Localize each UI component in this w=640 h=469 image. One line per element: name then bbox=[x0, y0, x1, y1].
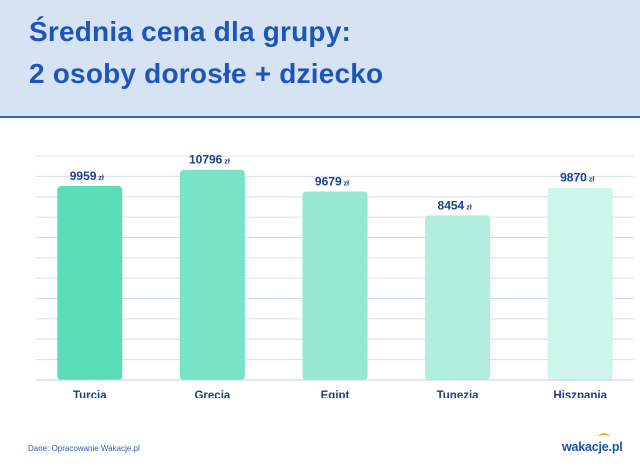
category-label: Hiszpania bbox=[553, 390, 607, 398]
chart-title-line-2: 2 osoby dorosłe + dziecko bbox=[29, 58, 384, 89]
category-label: Grecja bbox=[194, 390, 230, 398]
data-label-unit: zł bbox=[589, 177, 595, 184]
category-label: Tunezja bbox=[437, 390, 480, 398]
bar-turcja bbox=[57, 186, 123, 380]
bar-grecja bbox=[179, 169, 245, 380]
data-source-note: Dane: Opracowanie Wakacje.pl bbox=[28, 444, 140, 453]
data-label-value: 9679 bbox=[315, 174, 342, 188]
bar-hiszpania bbox=[547, 187, 613, 380]
data-label-value: 9870 bbox=[560, 171, 587, 185]
data-label-value: 9959 bbox=[70, 169, 97, 183]
data-label-value: 10796 bbox=[189, 153, 223, 167]
data-label: 9679 zł bbox=[315, 174, 349, 188]
data-label: 9959 zł bbox=[70, 169, 104, 183]
data-label-unit: zł bbox=[98, 175, 104, 182]
data-label: 10796 zł bbox=[189, 153, 230, 167]
header-banner: Średnia cena dla grupy: 2 osoby dorosłe … bbox=[0, 0, 640, 118]
data-label: 8454 zł bbox=[438, 198, 472, 212]
data-label-value: 8454 bbox=[438, 198, 465, 212]
category-label: Egipt bbox=[321, 390, 350, 398]
data-label-unit: zł bbox=[224, 159, 230, 166]
data-label-unit: zł bbox=[344, 180, 350, 187]
data-label-unit: zł bbox=[466, 204, 472, 211]
bar-egipt bbox=[302, 191, 368, 380]
brand-logo: wakacje.pl bbox=[562, 440, 623, 454]
bar-tunezja bbox=[425, 215, 491, 380]
category-label: Turcja bbox=[73, 390, 107, 398]
data-label: 9870 zł bbox=[560, 171, 594, 185]
chart-title-line-1: Średnia cena dla grupy: bbox=[29, 16, 352, 47]
logo-sun-icon bbox=[598, 433, 610, 442]
